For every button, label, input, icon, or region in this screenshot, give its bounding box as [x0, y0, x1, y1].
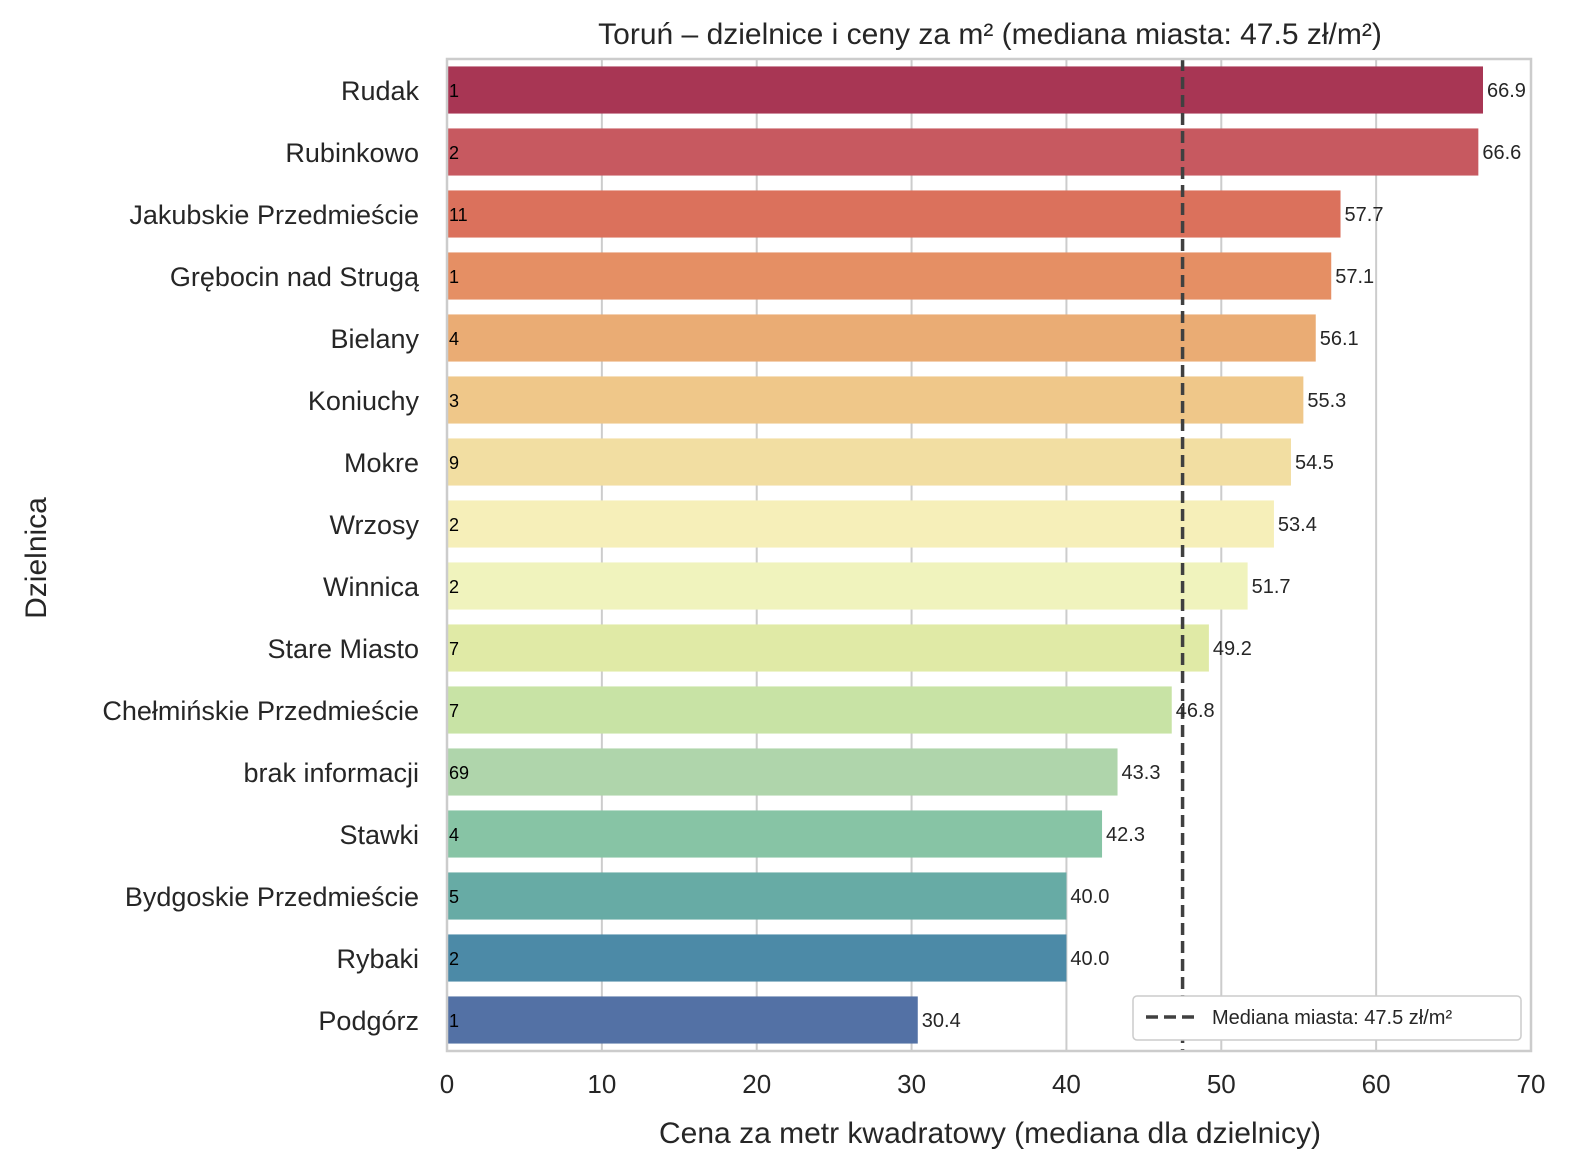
y-tick-label: Rudak	[341, 76, 420, 106]
bar	[447, 562, 1248, 610]
bar-count-label: 9	[449, 453, 459, 473]
legend-label: Mediana miasta: 47.5 zł/m²	[1212, 1007, 1452, 1029]
bar-value-label: 42.3	[1106, 824, 1145, 846]
bar-count-label: 4	[449, 329, 459, 349]
y-tick-label: Podgórz	[318, 1006, 419, 1036]
bar-count-label: 7	[449, 639, 459, 659]
bar-value-label: 57.1	[1335, 266, 1374, 288]
y-tick-label: Jakubskie Przedmieście	[129, 200, 419, 230]
bar-value-label: 55.3	[1307, 390, 1346, 412]
x-tick-label: 20	[742, 1069, 771, 1099]
y-tick-label: Mokre	[344, 448, 419, 478]
bar-value-label: 40.0	[1070, 886, 1109, 908]
bar	[447, 624, 1209, 672]
bar	[447, 314, 1316, 362]
bar	[447, 66, 1483, 114]
bar-count-label: 11	[449, 205, 468, 225]
bar-value-label: 51.7	[1252, 576, 1291, 598]
legend-box	[1132, 995, 1522, 1041]
plot-frame	[445, 57, 1533, 1053]
y-tick-label: brak informacji	[243, 758, 419, 788]
bar	[447, 376, 1304, 424]
bar	[447, 872, 1067, 920]
y-tick-label: Bydgoskie Przedmieście	[125, 882, 419, 912]
bar-count-label: 4	[449, 825, 459, 845]
bar	[447, 438, 1291, 486]
bar	[447, 190, 1341, 238]
y-tick-label: Chełmińskie Przedmieście	[102, 696, 419, 726]
x-tick-label: 10	[587, 1069, 616, 1099]
bar-count-label: 1	[449, 1011, 459, 1031]
x-tick-label: 50	[1207, 1069, 1236, 1099]
chart-title: Toruń – dzielnice i ceny za m² (mediana …	[598, 18, 1382, 51]
bar	[447, 686, 1172, 734]
y-axis-tick-labels: Rudak Rubinkowo Jakubskie Przedmieście Gręb…	[102, 76, 420, 1036]
y-tick-label: Winnica	[323, 572, 420, 602]
bar-value-label: 66.9	[1487, 80, 1526, 102]
bar-value-label: 53.4	[1278, 514, 1317, 536]
bar-labels: 66.9 1 66.6 2 57.7 11 57.1 1 56.1 4 55.3 3 54.5 9 53.4…	[449, 80, 1526, 1032]
x-tick-label: 70	[1517, 1069, 1546, 1099]
bar	[447, 252, 1332, 300]
x-tick-label: 30	[897, 1069, 926, 1099]
y-tick-label: Wrzosy	[329, 510, 419, 540]
bar	[447, 996, 918, 1044]
bar-value-label: 30.4	[922, 1010, 961, 1032]
x-tick-label: 40	[1052, 1069, 1081, 1099]
bar-value-label: 43.3	[1122, 762, 1161, 784]
bar-value-label: 56.1	[1320, 328, 1359, 350]
bar	[447, 500, 1274, 548]
bar-count-label: 69	[449, 763, 469, 783]
bar-count-label: 2	[449, 515, 459, 535]
y-axis-label: Dzielnica	[20, 497, 53, 619]
x-axis-tick-labels: 0 10 20 30 40 50 60 70	[440, 1069, 1546, 1099]
bar-count-label: 1	[449, 81, 459, 101]
bar-count-label: 7	[449, 701, 459, 721]
bar-count-label: 2	[449, 949, 459, 969]
bar-value-label: 40.0	[1070, 948, 1109, 970]
bar-value-label: 49.2	[1213, 638, 1252, 660]
bar-value-label: 54.5	[1295, 452, 1334, 474]
y-tick-label: Stare Miasto	[267, 634, 419, 664]
bar-value-label: 66.6	[1482, 142, 1521, 164]
bar	[447, 128, 1479, 176]
bar-count-label: 1	[449, 267, 459, 287]
bar-count-label: 2	[449, 143, 459, 163]
y-tick-label: Stawki	[339, 820, 419, 850]
y-tick-label: Rybaki	[336, 944, 419, 974]
bar-value-label: 57.7	[1345, 204, 1384, 226]
bar	[447, 810, 1103, 858]
x-tick-label: 60	[1362, 1069, 1391, 1099]
x-axis-label: Cena za metr kwadratowy (mediana dla dzi…	[659, 1117, 1321, 1150]
y-tick-label: Bielany	[330, 324, 419, 354]
legend: Mediana miasta: 47.5 zł/m²	[1132, 995, 1522, 1041]
x-tick-label: 0	[440, 1069, 454, 1099]
bar-count-label: 3	[449, 391, 459, 411]
bar-count-label: 2	[449, 577, 459, 597]
bar	[447, 934, 1067, 982]
bars	[447, 66, 1483, 1044]
y-tick-label: Rubinkowo	[285, 138, 419, 168]
bar-count-label: 5	[449, 887, 459, 907]
y-tick-label: Grębocin nad Strugą	[170, 262, 420, 292]
bar	[447, 748, 1118, 796]
y-tick-label: Koniuchy	[308, 386, 420, 416]
bar-value-label: 46.8	[1176, 700, 1215, 722]
